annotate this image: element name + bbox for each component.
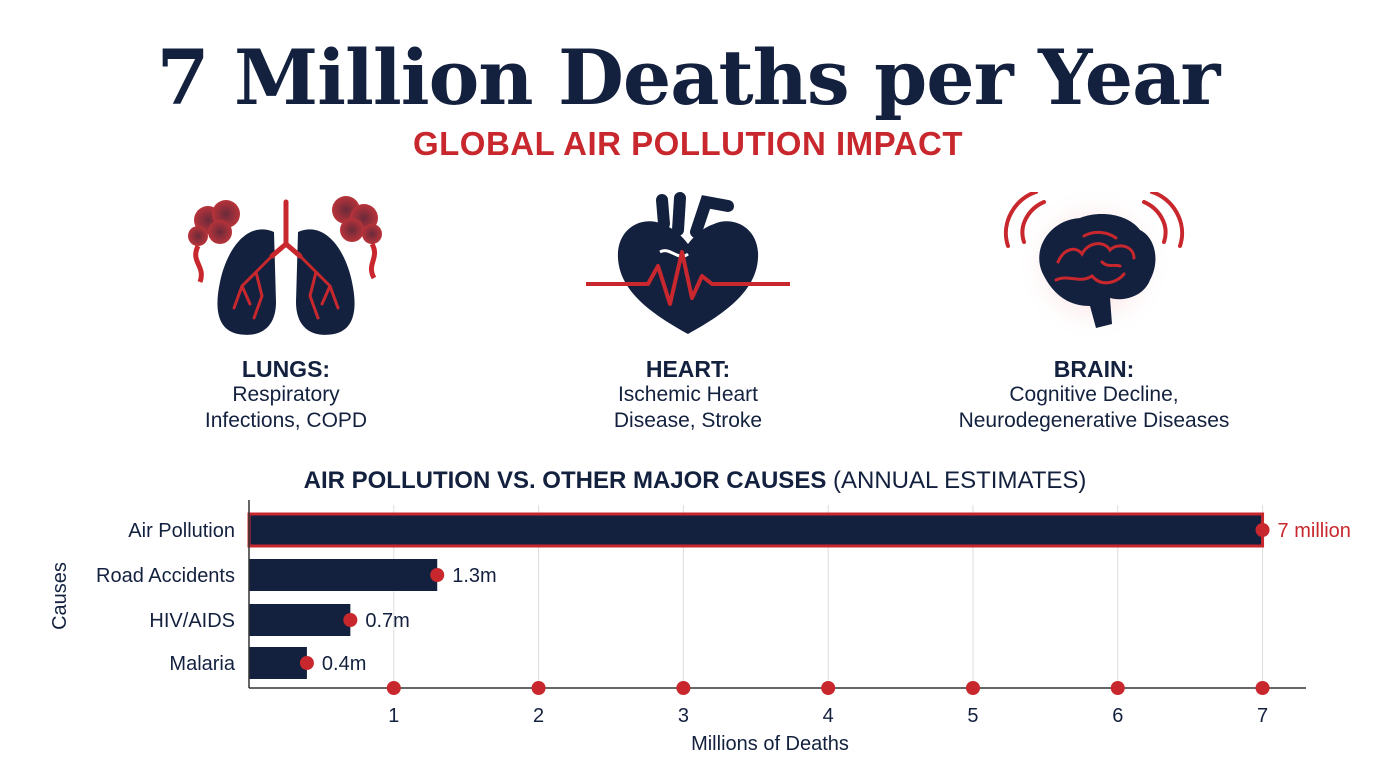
tick-label: 1 xyxy=(388,705,399,727)
chart-title: AIR POLLUTION VS. OTHER MAJOR CAUSES (AN… xyxy=(0,464,1376,498)
chart-title-note: (ANNUAL ESTIMATES) xyxy=(826,467,1087,494)
brain-icon xyxy=(1004,192,1184,342)
tick-marker xyxy=(676,681,691,695)
bar xyxy=(247,512,1265,548)
organ-title: BRAIN: xyxy=(1053,356,1135,382)
page-title: 7 Million Deaths per Year xyxy=(156,33,1221,122)
tick-label: 2 xyxy=(533,705,544,727)
organ-title: HEART: xyxy=(645,356,731,382)
heart-icon xyxy=(586,192,790,334)
labels: Air Pollution 7 million Road Accidents 1.3m… xyxy=(49,520,1351,755)
x-axis-title: Millions of Deaths xyxy=(691,733,849,755)
organ-card-lungs: LUNGS: Respiratory Infections, COPD xyxy=(106,192,466,434)
bar xyxy=(249,647,307,679)
y-axis-title: Causes xyxy=(49,562,71,630)
category-label: Air Pollution xyxy=(128,520,235,542)
data-label: 7 million xyxy=(1278,520,1351,542)
tick-label: 4 xyxy=(823,705,834,727)
tick-marker xyxy=(531,681,546,695)
organ-card-heart: HEART: Ischemic Heart Disease, Stroke xyxy=(508,192,868,434)
tick-marker xyxy=(821,681,836,695)
organ-desc: Disease, Stroke xyxy=(613,409,763,432)
bars xyxy=(247,512,1270,679)
organ-desc: Cognitive Decline, xyxy=(1009,383,1179,406)
bar-end-marker xyxy=(343,613,358,627)
bar-end-marker xyxy=(430,568,445,582)
tick-label: 3 xyxy=(678,705,689,727)
tick-marker xyxy=(386,681,401,695)
organ-desc: Neurodegenerative Diseases xyxy=(958,409,1230,432)
tick-marker xyxy=(1110,681,1125,695)
chart-title-main: AIR POLLUTION VS. OTHER MAJOR CAUSES xyxy=(303,467,827,494)
lungs-icon xyxy=(188,196,382,335)
tick-marker xyxy=(1255,681,1270,695)
tick-marker xyxy=(965,681,980,695)
category-label: Road Accidents xyxy=(96,565,235,587)
bar xyxy=(249,559,438,591)
bar-chart: Air Pollution 7 million Road Accidents 1.3m… xyxy=(49,500,1351,755)
organ-desc: Infections, COPD xyxy=(204,409,368,432)
data-label: 0.7m xyxy=(365,610,409,632)
data-label: 0.4m xyxy=(322,653,366,675)
data-label: 1.3m xyxy=(452,565,496,587)
bar-end-marker xyxy=(299,656,314,670)
category-label: HIV/AIDS xyxy=(149,610,235,632)
tick-label: 6 xyxy=(1112,705,1123,727)
category-label: Malaria xyxy=(169,653,235,675)
axes xyxy=(248,500,1306,695)
organ-title: LUNGS: xyxy=(241,356,331,382)
organ-desc: Respiratory xyxy=(232,383,340,406)
organ-card-brain: BRAIN: Cognitive Decline, Neurodegenerat… xyxy=(914,192,1274,434)
tick-label: 5 xyxy=(967,705,978,727)
page-subtitle: GLOBAL AIR POLLUTION IMPACT xyxy=(412,125,964,162)
bar-end-marker xyxy=(1255,523,1270,537)
organ-desc: Ischemic Heart xyxy=(617,383,759,406)
bar xyxy=(249,604,351,636)
tick-label: 7 xyxy=(1257,705,1268,727)
